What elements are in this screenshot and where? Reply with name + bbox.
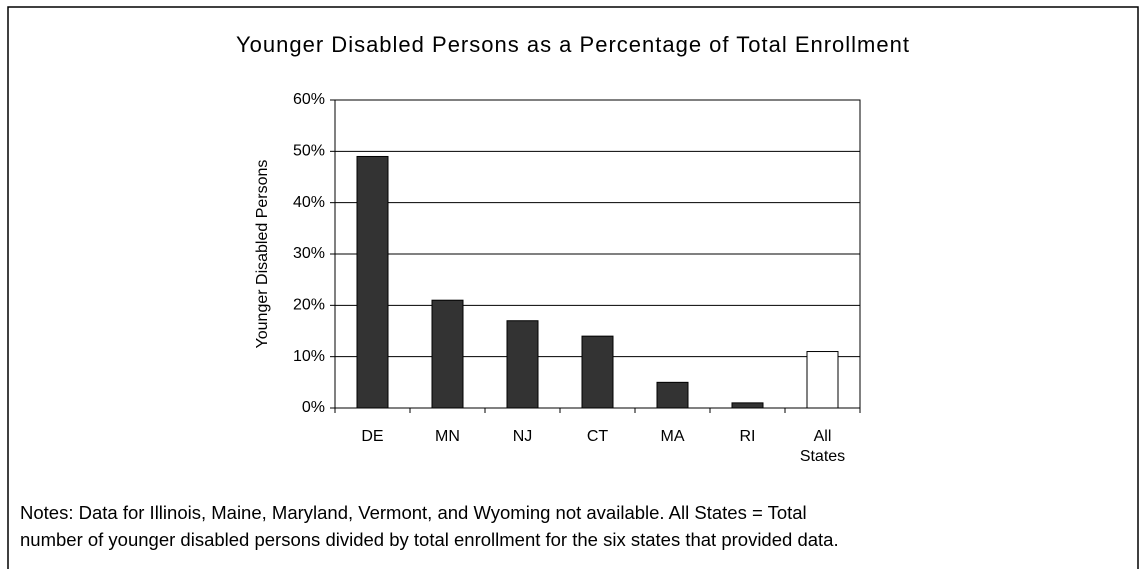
x-tick-label: MA xyxy=(660,428,685,445)
bar xyxy=(506,320,539,409)
x-tick-label: All States xyxy=(799,428,846,465)
y-axis-label: Younger Disabled Persons xyxy=(254,160,271,349)
chart-title: Younger Disabled Persons as a Percentage… xyxy=(236,32,910,57)
y-tick-label: 0% xyxy=(302,399,325,416)
x-tick-label: DE xyxy=(361,428,384,445)
note: Notes: Data for Illinois, Maine, Marylan… xyxy=(20,502,807,523)
x-tick-label: NJ xyxy=(512,428,533,445)
bar xyxy=(806,351,839,409)
bar xyxy=(356,155,389,409)
bar xyxy=(431,299,464,409)
note: number of younger disabled persons divid… xyxy=(20,529,839,550)
x-tick-label: CT xyxy=(586,428,609,445)
frame xyxy=(7,6,1139,569)
bar xyxy=(656,381,689,409)
y-tick-label: 50% xyxy=(293,143,325,160)
bar xyxy=(581,335,614,409)
x-tick-label: RI xyxy=(739,428,756,445)
x-tick-label: MN xyxy=(435,428,460,445)
y-tick-label: 60% xyxy=(293,91,325,108)
y-tick-label: 40% xyxy=(293,194,325,211)
y-tick-label: 20% xyxy=(293,297,325,314)
y-tick-label: 10% xyxy=(293,348,325,365)
bar xyxy=(731,402,764,409)
y-tick-label: 30% xyxy=(293,245,325,262)
